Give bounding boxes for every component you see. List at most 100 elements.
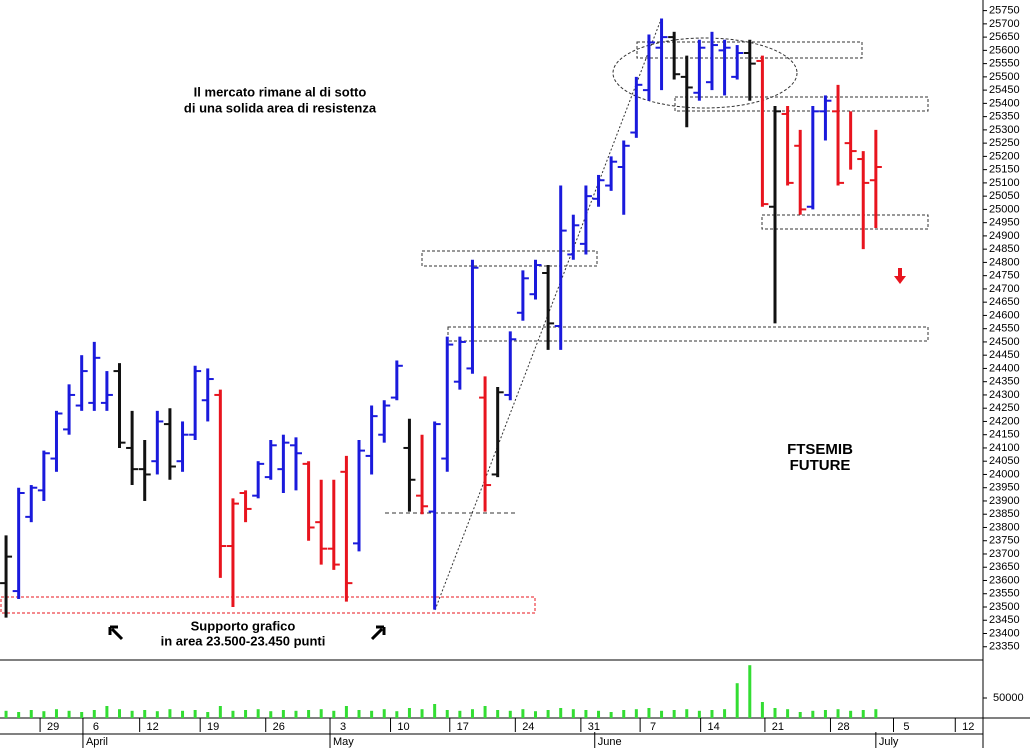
volume-bar <box>193 710 197 718</box>
volume-bar <box>685 709 689 718</box>
volume-bar <box>710 710 714 718</box>
volume-bar <box>458 710 462 718</box>
y-tick-label: 24650 <box>989 296 1020 308</box>
x-tick-label: 6 <box>93 721 99 733</box>
y-tick-label: 24200 <box>989 415 1020 427</box>
volume-bar <box>647 708 651 718</box>
y-tick-label: 24500 <box>989 336 1020 348</box>
y-tick-label: 25450 <box>989 84 1020 96</box>
x-tick-label: 29 <box>47 721 59 733</box>
volume-bar <box>811 710 815 718</box>
x-tick-label: 26 <box>273 721 285 733</box>
top-ellipse <box>612 37 798 109</box>
down-arrow <box>894 268 906 284</box>
volume-bar <box>420 709 424 718</box>
volume-bar <box>823 710 827 718</box>
volume-bar <box>42 711 46 718</box>
x-tick-label: 12 <box>147 721 159 733</box>
x-tick-label: 12 <box>962 721 974 733</box>
y-tick-label: 25000 <box>989 203 1020 215</box>
volume-bar <box>17 712 21 718</box>
y-tick-label: 25100 <box>989 177 1020 189</box>
volume-bar <box>168 709 172 718</box>
y-tick-label: 24300 <box>989 389 1020 401</box>
y-tick-label: 23950 <box>989 482 1020 494</box>
y-tick-label: 23600 <box>989 574 1020 586</box>
volume-bar <box>748 665 752 718</box>
y-tick-label: 23400 <box>989 627 1020 639</box>
volume-bar <box>571 709 575 718</box>
y-tick-label: 24600 <box>989 309 1020 321</box>
y-tick-label: 23900 <box>989 495 1020 507</box>
volume-bar <box>244 710 248 718</box>
volume-bar <box>218 706 222 718</box>
x-tick-label: 5 <box>903 721 909 733</box>
y-tick-label: 23700 <box>989 548 1020 560</box>
y-tick-label: 24250 <box>989 402 1020 414</box>
annotation: FUTURE <box>790 457 851 474</box>
volume-bar <box>433 704 437 718</box>
volume-bar <box>849 710 853 718</box>
volume-bar <box>155 711 159 718</box>
volume-bar <box>29 710 33 718</box>
volume-bar <box>231 710 235 718</box>
y-tick-label: 25150 <box>989 164 1020 176</box>
volume-bar <box>798 712 802 718</box>
x-tick-label: 19 <box>207 721 219 733</box>
arrow <box>370 625 386 641</box>
trend-line <box>434 21 661 611</box>
volume-bar <box>445 710 449 718</box>
volume-bar <box>319 709 323 718</box>
volume-bar <box>597 710 601 718</box>
x-tick-label: 3 <box>340 721 346 733</box>
volume-bar <box>723 709 727 718</box>
volume-bar <box>546 710 550 718</box>
y-tick-label: 24400 <box>989 362 1020 374</box>
month-label: April <box>86 736 108 748</box>
volume-bar <box>370 710 374 718</box>
month-label: May <box>333 736 354 748</box>
x-tick-label: 21 <box>772 721 784 733</box>
y-tick-label: 24750 <box>989 270 1020 282</box>
y-tick-label: 25200 <box>989 150 1020 162</box>
y-tick-label: 24900 <box>989 230 1020 242</box>
y-tick-label: 25550 <box>989 58 1020 70</box>
volume-bar <box>344 706 348 718</box>
x-tick-label: 14 <box>708 721 720 733</box>
volume-bar <box>118 709 122 718</box>
y-tick-label: 24350 <box>989 376 1020 388</box>
month-label: July <box>879 736 899 748</box>
y-tick-label: 24800 <box>989 256 1020 268</box>
y-tick-label: 24050 <box>989 455 1020 467</box>
y-tick-label: 25500 <box>989 71 1020 83</box>
volume-bar <box>861 710 865 718</box>
y-tick-label: 23850 <box>989 508 1020 520</box>
volume-bar <box>407 708 411 718</box>
y-tick-label: 25400 <box>989 97 1020 109</box>
arrows <box>108 268 906 641</box>
volume-bar <box>382 709 386 718</box>
x-tick-label: 7 <box>650 721 656 733</box>
volume-bar <box>130 710 134 718</box>
y-tick-label: 24450 <box>989 349 1020 361</box>
y-tick-label: 23750 <box>989 535 1020 547</box>
annotation: in area 23.500-23.450 punti <box>161 633 326 648</box>
volume-bar <box>281 710 285 718</box>
volume-bar <box>470 709 474 718</box>
volume-bar <box>760 702 764 718</box>
volume-bar <box>622 710 626 718</box>
volume-bar <box>786 709 790 718</box>
y-tick-label: 23550 <box>989 588 1020 600</box>
arrow <box>108 625 124 641</box>
annotation: di una solida area di resistenza <box>184 100 377 115</box>
volume-bar <box>735 683 739 718</box>
support-zone <box>0 596 536 614</box>
y-tick-label: 23500 <box>989 601 1020 613</box>
y-tick-label: 25650 <box>989 31 1020 43</box>
y-tick-label: 25250 <box>989 137 1020 149</box>
volume-bar <box>609 712 613 718</box>
volume-bar <box>269 711 273 718</box>
annotation: Il mercato rimane al di sotto <box>194 84 367 99</box>
x-tick-label: 17 <box>457 721 469 733</box>
volume-bar <box>521 709 525 718</box>
